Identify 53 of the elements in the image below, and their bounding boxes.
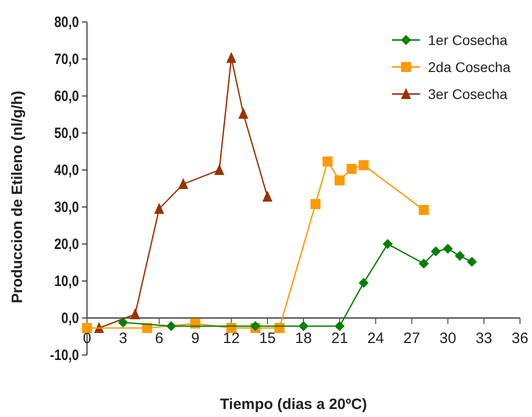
x-tick-label: 18 [295, 330, 312, 347]
y-tick-label: 10,0 [54, 272, 80, 290]
x-tick-label: 9 [191, 330, 200, 347]
y-axis-title: Produccion de Etileno (nl/g/h) [9, 90, 26, 304]
point [154, 202, 164, 214]
point [178, 178, 188, 190]
legend-label: 2da Cosecha [428, 58, 511, 75]
x-tick-label: 36 [512, 330, 528, 347]
x-tick-label: 27 [403, 330, 420, 347]
y-tick-label: 50,0 [54, 124, 80, 142]
x-tick-label: 30 [439, 330, 456, 347]
y-tick-label: 80,0 [54, 13, 80, 30]
y-tick-label: -10,0 [50, 346, 80, 364]
point [418, 258, 429, 269]
point [94, 322, 104, 333]
point [346, 164, 357, 174]
point [310, 199, 321, 210]
point [322, 156, 333, 166]
x-tick-label: 21 [331, 330, 348, 347]
point [382, 239, 393, 249]
point [238, 108, 248, 119]
point [226, 52, 236, 63]
point [334, 175, 345, 186]
point [130, 308, 140, 320]
point [214, 164, 224, 175]
x-tick-label: 15 [259, 330, 276, 347]
x-tick-label: 12 [222, 330, 240, 347]
y-tick-label: 0,0 [61, 309, 80, 326]
y-tick-label: 70,0 [54, 50, 80, 68]
legend-label: 3er Cosecha [428, 86, 508, 102]
point [334, 321, 345, 332]
y-tick-label: 20,0 [54, 235, 80, 252]
point [82, 322, 92, 333]
point [358, 160, 369, 170]
y-tick-label: 60,0 [54, 87, 80, 104]
x-tick-label: 3 [118, 330, 128, 347]
x-tick-label: 6 [154, 330, 164, 347]
point [442, 244, 453, 254]
point [118, 317, 128, 328]
point [262, 190, 272, 202]
point [418, 204, 429, 215]
y-tick-label: 40,0 [54, 161, 80, 178]
point [298, 321, 308, 332]
x-tick-label: 33 [476, 330, 492, 347]
x-axis-title: Tiempo (dias a 20ºC) [220, 396, 367, 413]
point [166, 321, 176, 332]
y-tick-label: 30,0 [54, 198, 80, 216]
point [430, 246, 441, 256]
x-tick-label: 24 [367, 330, 384, 347]
point [466, 256, 477, 267]
point [454, 250, 465, 261]
legend-label: 1er Cosecha [428, 32, 508, 48]
point [358, 278, 369, 288]
